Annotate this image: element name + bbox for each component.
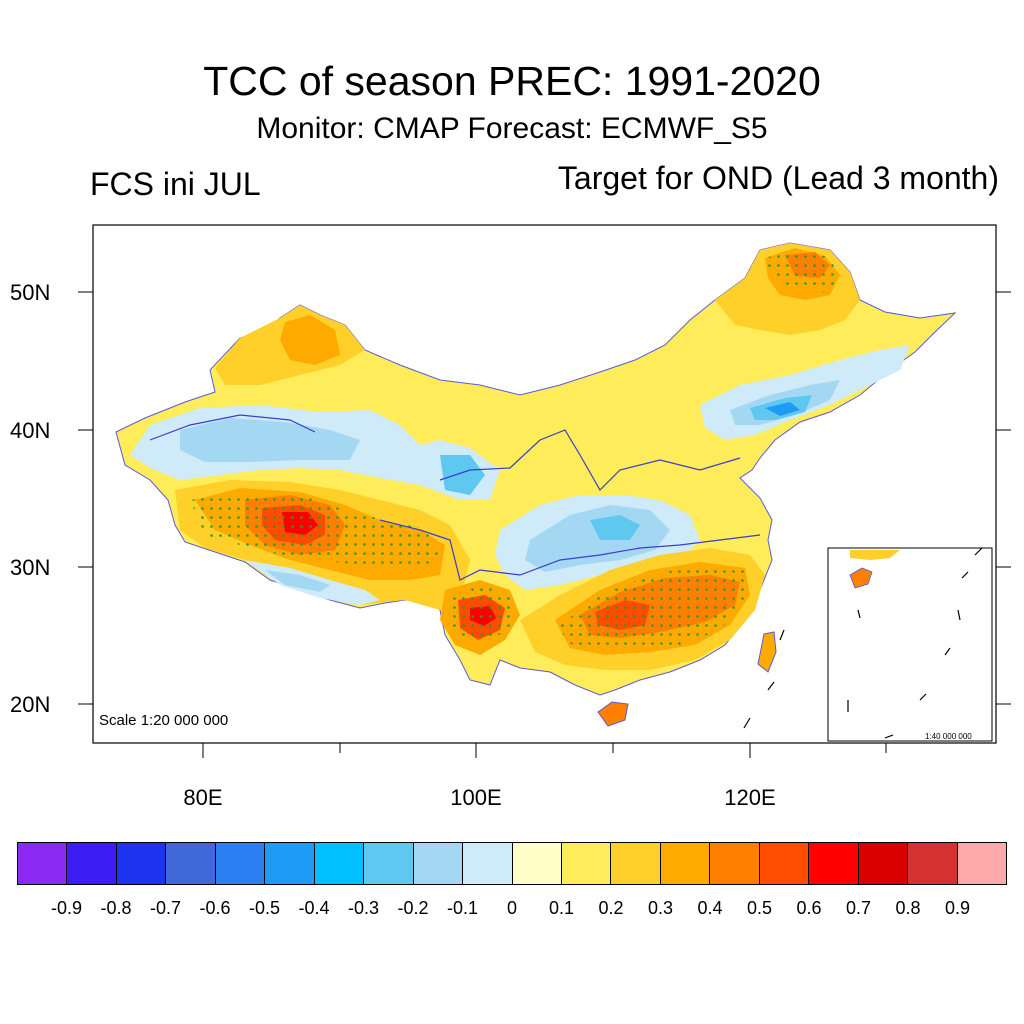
colorbar-tick-label: -0.3 (347, 898, 380, 918)
lon-label-120e: 120E (724, 785, 776, 810)
colorbar-swatch (166, 843, 216, 884)
figure-title: TCC of season PREC: 1991-2020 (203, 58, 821, 104)
figure-subtitle: Monitor: CMAP Forecast: ECMWF_S5 (256, 112, 768, 145)
colorbar-swatch (512, 843, 562, 884)
colorbar-tick-label: 0.9 (944, 898, 971, 918)
yangtze-river (379, 519, 761, 581)
colorbar-tick-label: -0.9 (50, 898, 83, 918)
colorbar-tick-label: 0 (506, 898, 518, 918)
yellow-river (439, 429, 741, 491)
lat-label-20n: 20N (10, 692, 51, 717)
colorbar-tick-label: 0.3 (647, 898, 674, 918)
colorbar-swatch (463, 843, 513, 884)
colorbar-swatch (710, 843, 760, 884)
lon-ticks (202, 743, 887, 758)
hainan-island (597, 701, 629, 727)
negative-zone (265, 570, 330, 592)
colorbar-tick-label: -0.2 (397, 898, 429, 918)
lat-ticks (78, 291, 1011, 705)
colorbar-swatch (809, 843, 859, 884)
positive-zone (280, 315, 340, 365)
colorbar-swatch (908, 843, 958, 884)
negative-zone (180, 418, 360, 462)
taiwan-island (757, 631, 777, 673)
colorbar-tick-label: 0.7 (845, 898, 872, 918)
inset-hainan (849, 567, 873, 589)
colorbar-tick-label: 0.2 (598, 898, 624, 918)
colorbar-tick-label: -0.5 (248, 898, 281, 918)
target-season-label: Target for OND (Lead 3 month) (557, 160, 999, 196)
inset-scale-label: 1:40 000 000 (925, 732, 972, 741)
colorbar-swatch (858, 843, 909, 884)
colorbar-tick-label: -0.4 (298, 898, 330, 918)
negative-zone (525, 505, 670, 572)
colorbar-tick-label: -0.8 (100, 898, 132, 918)
colorbar (17, 842, 1007, 885)
init-month-label: FCS ini JUL (90, 166, 261, 202)
colorbar-tick-label: 0.6 (796, 898, 822, 918)
significance-stipple (560, 565, 745, 650)
lon-label-100e: 100E (450, 785, 502, 810)
colorbar-swatch (215, 843, 266, 884)
colorbar-tick-label: -0.6 (199, 898, 231, 918)
colorbar-swatch (611, 843, 661, 884)
colorbar-swatch (413, 843, 464, 884)
colorbar-tick-label: 0.4 (697, 898, 723, 918)
inset-coast (850, 550, 900, 560)
colorbar-swatch (957, 843, 1007, 884)
lat-label-50n: 50N (10, 280, 51, 305)
map-frame (92, 224, 997, 744)
negative-zone (765, 402, 800, 416)
colorbar-swatch (660, 843, 711, 884)
colorbar-swatch (116, 843, 167, 884)
sea-boundary-dashes (743, 629, 785, 729)
colorbar-tick-label: -0.7 (149, 898, 182, 918)
colorbar-swatch (759, 843, 810, 884)
lat-label-30n: 30N (10, 555, 51, 580)
inset-dashes (847, 547, 983, 739)
negative-zone (440, 455, 485, 495)
colorbar-swatch (364, 843, 414, 884)
colorbar-tick-label: 0.1 (548, 898, 575, 918)
colorbar-swatch (561, 843, 612, 884)
colorbar-swatch (67, 843, 117, 884)
colorbar-swatch (18, 843, 68, 884)
lat-label-40n: 40N (10, 418, 51, 443)
colorbar-tick-label: 0.8 (895, 898, 921, 918)
colorbar-swatch (265, 843, 315, 884)
lon-label-80e: 80E (183, 785, 223, 810)
negative-zone (590, 515, 640, 540)
colorbar-tick-label: 0.5 (746, 898, 773, 918)
significance-stipple (765, 248, 840, 292)
scale-label: Scale 1:20 000 000 (99, 712, 228, 729)
colorbar-tick-label: -0.1 (446, 898, 479, 918)
significance-stipple (448, 585, 512, 642)
significance-stipple (190, 492, 440, 570)
colorbar-swatch (314, 843, 365, 884)
tarim-river (149, 414, 316, 441)
tcc-field (115, 242, 957, 727)
